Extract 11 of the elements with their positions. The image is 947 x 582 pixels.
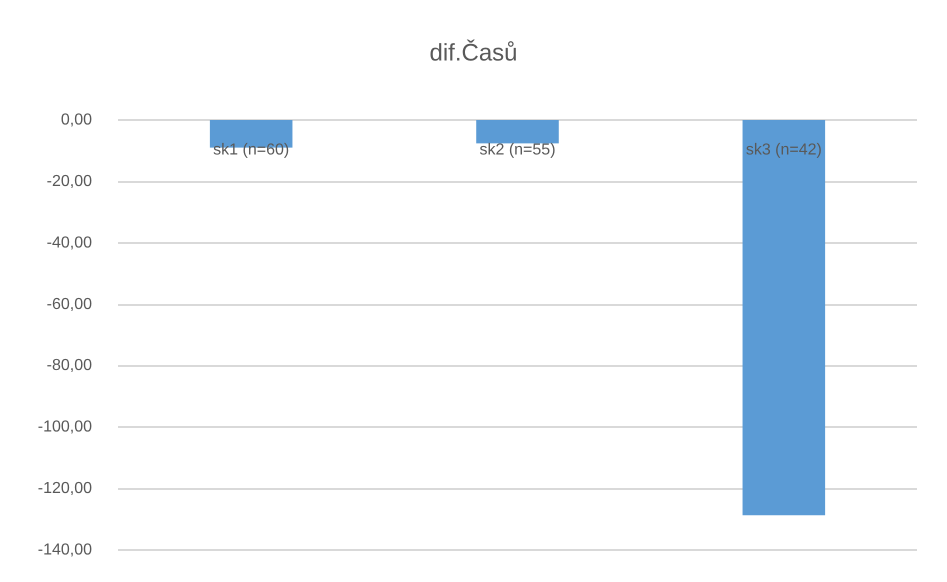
y-tick-label: 0,00 [60, 112, 92, 128]
y-tick-label: -140,00 [38, 542, 92, 558]
y-tick-label: -100,00 [38, 418, 92, 436]
y-tick-label: -80,00 [46, 357, 92, 374]
y-tick-label: -120,00 [38, 480, 92, 498]
chart-title: dif.Časů [429, 40, 518, 66]
y-tick-label: -40,00 [46, 234, 92, 252]
y-tick-label: -20,00 [46, 172, 92, 190]
x-tick-label: sk2 (n=55) [479, 142, 556, 158]
x-tick-label: sk3 (n=42) [746, 142, 822, 158]
y-tick-label: -60,00 [46, 296, 92, 313]
